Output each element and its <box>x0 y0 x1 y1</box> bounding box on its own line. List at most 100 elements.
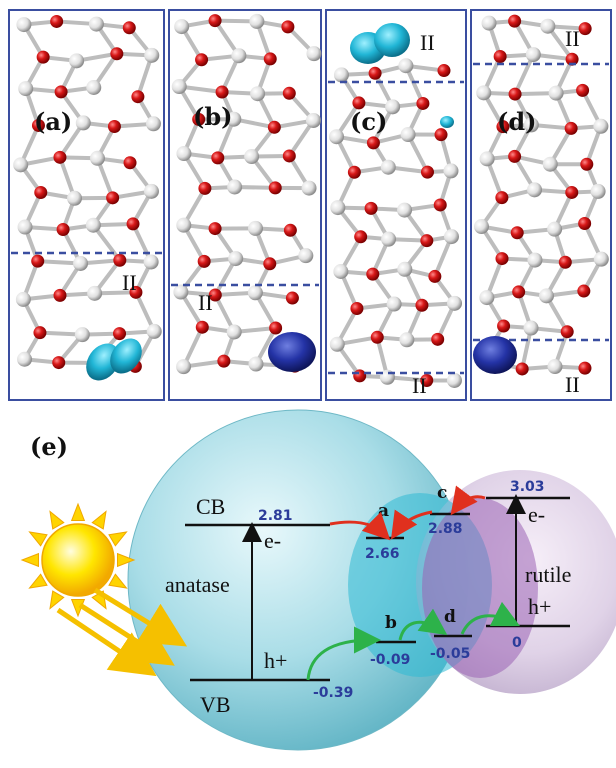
oxygen-atom <box>52 356 66 370</box>
titanium-atom <box>306 46 322 62</box>
level-c-value: 2.88 <box>428 521 463 537</box>
titanium-atom <box>87 285 103 301</box>
titanium-atom <box>146 323 162 339</box>
titanium-atom <box>527 252 543 268</box>
oxygen-atom <box>564 121 578 135</box>
oxygen-atom <box>281 20 295 34</box>
oxygen-atom <box>415 298 429 312</box>
electron-transfer-arrow-c-to-a <box>391 509 433 540</box>
oxygen-atom <box>515 362 529 376</box>
oxygen-atom <box>497 319 511 333</box>
rutile-electron-label: e- <box>528 502 545 527</box>
oxygen-atom <box>577 284 591 298</box>
oxygen-atom <box>192 112 206 126</box>
titanium-atom <box>228 251 244 267</box>
panel-c-structure <box>329 58 463 388</box>
hole-transfer-arrow-b-to-d <box>398 608 448 641</box>
titanium-atom <box>330 200 346 216</box>
titanium-atom <box>17 351 33 367</box>
level-b-value: -0.09 <box>370 652 410 668</box>
oxygen-atom <box>350 302 364 316</box>
oxygen-atom <box>106 191 120 205</box>
level-a-value: 2.66 <box>365 546 400 562</box>
oxygen-atom <box>113 253 127 267</box>
oxygen-atom <box>565 52 579 66</box>
oxygen-atom <box>263 257 277 271</box>
titanium-atom <box>329 336 345 352</box>
titanium-atom <box>593 118 609 134</box>
titanium-atom <box>542 156 558 172</box>
oxygen-atom <box>578 217 592 231</box>
titanium-atom <box>248 356 264 372</box>
titanium-atom <box>481 15 497 31</box>
oxygen-atom <box>282 149 296 163</box>
titanium-atom <box>547 221 563 237</box>
panel-d-layer-label-top: II <box>565 26 580 51</box>
titanium-atom <box>523 320 539 336</box>
oxygen-atom <box>433 198 447 212</box>
titanium-atom <box>75 115 91 131</box>
panel-c-layer-label-bottom: II <box>412 373 427 398</box>
oxygen-atom <box>428 269 442 283</box>
oxygen-atom <box>580 157 594 171</box>
oxygen-atom <box>353 369 367 383</box>
titanium-atom <box>85 217 101 233</box>
titanium-atom <box>523 117 539 133</box>
titanium-atom <box>474 219 490 235</box>
titanium-atom <box>479 290 495 306</box>
oxygen-atom <box>122 21 136 35</box>
oxygen-atom <box>493 50 507 64</box>
titanium-atom <box>88 16 104 32</box>
titanium-atom <box>547 359 563 375</box>
oxygen-atom <box>496 120 510 134</box>
oxygen-atom <box>495 191 509 205</box>
oxygen-atom <box>50 14 64 28</box>
titanium-atom <box>176 359 192 375</box>
titanium-atom <box>250 86 266 102</box>
titanium-atom <box>69 53 85 69</box>
sun-ray <box>116 552 136 568</box>
titanium-atom <box>525 47 541 63</box>
titanium-atom <box>385 99 401 115</box>
level-a-name: a <box>378 501 389 521</box>
sun-ray <box>70 502 86 522</box>
panel-c-layer-label-top: II <box>420 30 435 55</box>
oxygen-atom <box>437 64 451 78</box>
titanium-atom <box>13 157 29 173</box>
oxygen-atom <box>113 327 127 341</box>
oxygen-atom <box>129 285 143 299</box>
titanium-atom <box>305 112 321 128</box>
anatase-cb-value: 2.81 <box>258 508 293 524</box>
oxygen-atom <box>56 223 70 237</box>
oxygen-atom <box>352 96 366 110</box>
titanium-atom <box>479 151 495 167</box>
oxygen-atom <box>578 361 592 375</box>
panel-c-label: (c) <box>350 107 387 136</box>
anatase-vb-value: -0.39 <box>313 685 353 701</box>
oxygen-atom <box>53 288 67 302</box>
oxygen-atom <box>215 85 229 99</box>
sun-ray <box>108 573 128 589</box>
oxygen-atom <box>131 90 145 104</box>
oxygen-atom <box>263 52 277 66</box>
panel-a-charge-isosurface <box>86 338 142 381</box>
oxygen-atom <box>195 320 209 334</box>
oxygen-atom <box>508 87 522 101</box>
sun-ray <box>108 531 128 547</box>
oxygen-atom <box>370 330 384 344</box>
titanium-atom <box>298 248 314 264</box>
oxygen-atom <box>364 201 378 215</box>
oxygen-atom <box>508 149 522 163</box>
titanium-atom <box>18 81 34 97</box>
oxygen-atom <box>416 96 430 110</box>
oxygen-atom <box>198 181 212 195</box>
panel-b-label: (b) <box>193 102 233 131</box>
titanium-atom <box>400 127 416 143</box>
oxygen-atom <box>576 83 590 97</box>
anatase-hole-label: h+ <box>264 648 287 673</box>
titanium-atom <box>86 80 102 96</box>
oxygen-atom <box>126 217 140 231</box>
oxygen-atom <box>560 325 574 339</box>
sun-ray <box>49 590 65 610</box>
titanium-atom <box>333 67 349 83</box>
